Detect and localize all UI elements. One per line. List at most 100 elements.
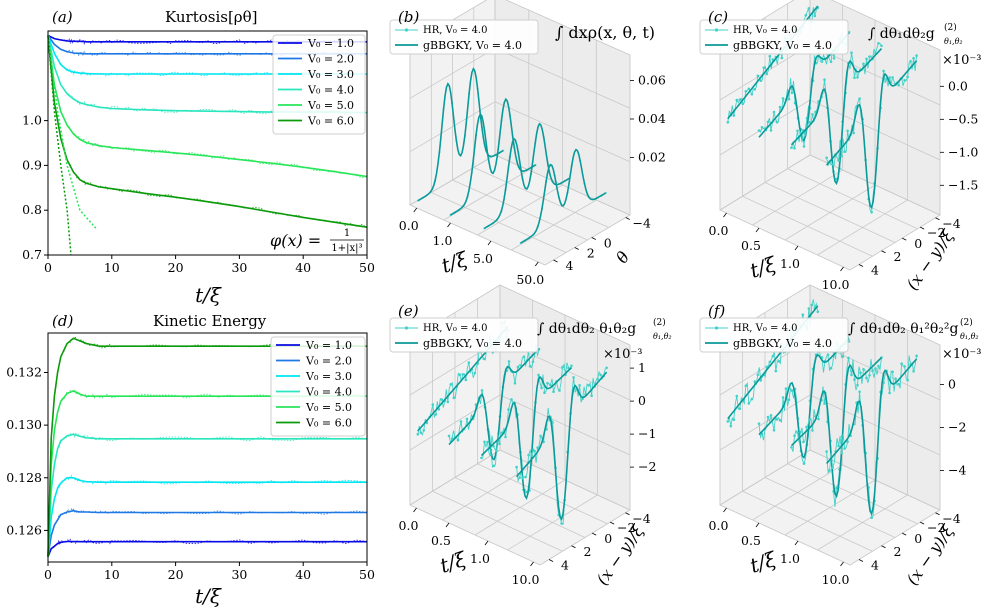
hr-point [853,378,856,381]
y-tick-mark [858,264,864,267]
hr-point [816,310,820,314]
z-tick-label: 0.06 [638,73,666,88]
y-tick-mark [935,217,940,221]
y-tick-label: 0.7 [22,247,42,262]
y-tick-mark [920,226,925,230]
z-tick-label: −1.5 [948,177,978,192]
x-tick-mark [530,561,534,567]
x-tick-label: 40 [295,260,311,275]
hr-point [759,379,763,382]
x-tick-label: 0.0 [399,518,419,533]
legend-label-1: V₀ = 1.0 [305,339,352,352]
hr-point [775,120,779,124]
series-6-line [47,337,367,557]
legend-label-4: V₀ = 4.0 [307,84,354,97]
x-tick-label: 0.5 [741,238,761,253]
x-tick-label: 1.0 [780,256,800,271]
x-tick-mark [723,212,727,218]
legend-gbbgky-label: gBBGKY, V₀ = 4.0 [423,39,522,52]
legend-label-3: V₀ = 3.0 [307,68,354,81]
hr-point [510,398,513,401]
x-tick-label: 0 [44,567,52,582]
x-tick-mark [413,207,418,213]
series-2-line [47,509,367,557]
hr-point [459,420,463,423]
hr-point [419,431,423,434]
legend-label-4: V₀ = 4.0 [305,386,352,399]
z-tick-label: −2 [948,420,966,435]
legend-box [699,19,849,55]
y-tick-label: 4 [561,558,569,573]
hr-point [888,76,891,79]
x-tick-mark [723,507,727,513]
x-axis-label: t/ξ [437,547,470,578]
x-tick-mark [487,240,492,246]
hr-point [769,129,773,132]
hr-point [774,369,778,373]
x-tick-mark [484,540,489,546]
hr-point [744,384,748,388]
y-tick-mark [574,247,579,250]
hr-point [843,447,846,450]
hr-point [778,419,782,422]
panel-c-title-sub: θ₁,θ₂ [944,37,963,46]
x-tick-label: 0.5 [431,533,451,548]
hr-point [552,390,555,394]
x-tick-label: 1.0 [780,551,800,566]
hr-point [492,464,496,468]
x-tick-mark [447,222,451,228]
legend-hr-label: HR, V₀ = 4.0 [423,323,487,334]
hr-point [757,129,761,132]
gbbgky-line-3 [483,122,570,230]
panel-a-x-ticks: 0 10 20 30 40 50 [44,255,375,275]
hr-point [756,373,760,377]
y-tick-mark [592,532,597,536]
hr-point [570,364,573,368]
hr-point [450,437,454,440]
grid-z [409,101,631,163]
hr-point [461,373,465,376]
hr-point [578,384,581,387]
hr-point [437,408,441,411]
hr-point [605,366,608,370]
y-tick-mark [571,545,576,549]
hr-point [760,126,764,129]
hr-point [891,370,894,374]
panel-e-title: ∫ dθ₁dθ₂ θ₁θ₂g (2) θ₁,θ₂ [537,317,672,341]
panel-a: 0 10 20 30 40 50 0.7 0.8 0.9 1.0 (a) Kurtosis[ρθ… [22,8,375,307]
panel-a-phi: φ(x) = [270,231,321,250]
hr-point [590,394,593,398]
legend-hr-label: HR, V₀ = 4.0 [733,323,797,334]
hr-point [868,374,871,377]
panel-d-y-ticks: 0.126 0.128 0.130 0.132 [6,364,48,537]
y-tick-label: 0.132 [6,364,42,379]
hr-point [747,402,751,405]
legend-hr-marker [714,28,719,32]
hr-point [522,355,526,359]
hr-point [766,120,770,124]
y-tick-mark [920,521,925,525]
series-5-line [47,390,367,557]
y-tick-label: 0 [914,531,922,546]
gbbgky-line-4 [825,60,918,210]
x-tick-label: 0.0 [709,518,729,533]
gbbgky-line-2 [448,347,540,461]
hr-point [440,398,444,401]
hr-point [790,146,793,149]
legend-label-5: V₀ = 5.0 [305,401,352,414]
hr-point [464,378,468,382]
y-tick-mark [881,250,886,254]
x-tick-label: 50 [359,260,375,275]
hr-point [790,389,794,392]
legend-label-3: V₀ = 3.0 [305,370,352,383]
hr-point [802,462,806,465]
hr-point [841,355,845,358]
hr-point [540,386,543,390]
hr-point [846,440,849,444]
y-tick-label: −2 [617,520,635,535]
z-tick-label: −2 [638,459,656,474]
hr-point [757,422,761,426]
hr-point [473,371,477,375]
hr-point [762,66,766,69]
x-tick-mark [794,540,799,546]
